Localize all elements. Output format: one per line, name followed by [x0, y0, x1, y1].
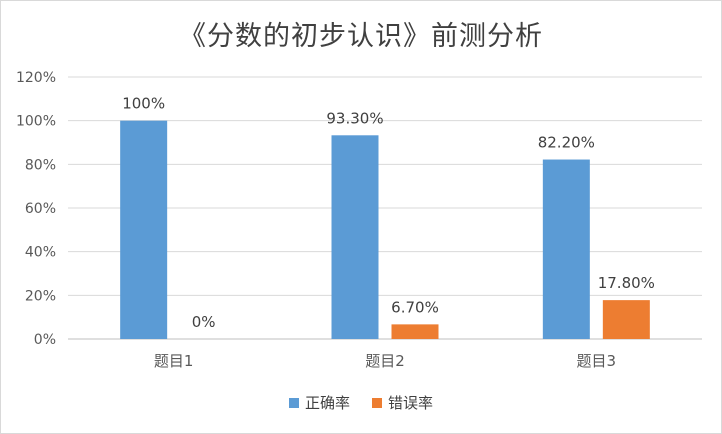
- data-label: 93.30%: [326, 109, 383, 127]
- legend-label-correct: 正确率: [304, 394, 350, 412]
- legend-swatch-correct: [288, 397, 299, 408]
- y-tick-label: 40%: [25, 245, 56, 261]
- legend: 正确率 错误率: [0, 392, 722, 413]
- legend-item-error: 错误率: [372, 392, 433, 413]
- y-tick-label: 80%: [25, 157, 56, 173]
- data-label: 0%: [192, 313, 216, 331]
- bar-correct-3: [542, 159, 590, 339]
- data-label: 82.20%: [538, 134, 595, 152]
- y-tick-label: 100%: [16, 114, 56, 130]
- x-tick-label: 题目2: [365, 352, 405, 370]
- data-label: 6.70%: [391, 298, 439, 316]
- x-tick-label: 题目3: [577, 352, 617, 370]
- legend-label-error: 错误率: [388, 394, 434, 412]
- bar-error-3: [602, 300, 650, 339]
- bar-correct-2: [331, 135, 379, 339]
- y-tick-label: 20%: [25, 288, 56, 304]
- data-label: 100%: [122, 95, 165, 113]
- x-tick-label: 题目1: [154, 352, 194, 370]
- bar-correct-1: [120, 120, 168, 340]
- y-tick-label: 60%: [25, 201, 56, 217]
- legend-swatch-error: [372, 397, 382, 408]
- y-tick-label: 0%: [34, 332, 56, 348]
- data-label: 17.80%: [598, 274, 655, 292]
- legend-item-correct: 正确率: [288, 392, 350, 413]
- bar-error-2: [391, 324, 439, 339]
- y-tick-label: 120%: [16, 70, 56, 86]
- chart-title: 《分数的初步认识》前测分析: [179, 21, 543, 52]
